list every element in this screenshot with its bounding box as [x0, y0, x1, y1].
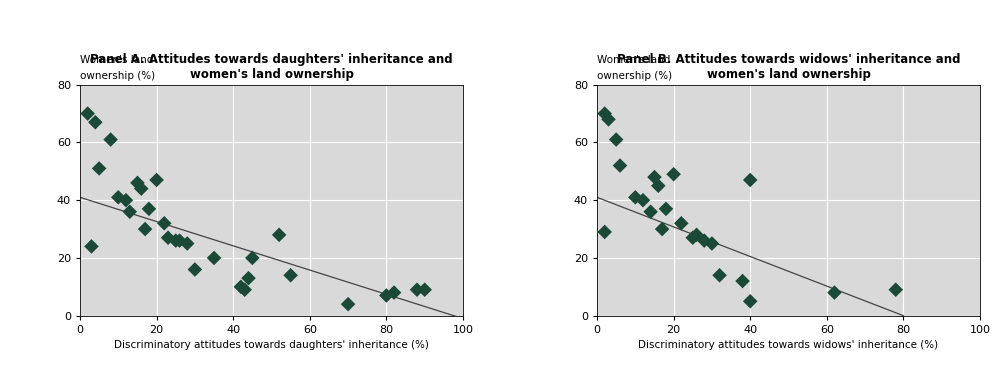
Point: [658, 206, 674, 212]
Point: [409, 286, 425, 293]
Point: [110, 194, 126, 200]
Point: [91, 165, 107, 171]
Point: [129, 180, 145, 186]
Point: [696, 238, 712, 244]
X-axis label: Discriminatory attitudes towards widows' inheritance (%): Discriminatory attitudes towards widows'…: [638, 340, 939, 350]
Point: [826, 290, 842, 296]
Point: [237, 286, 253, 293]
Point: [244, 255, 260, 261]
Point: [685, 235, 701, 241]
Point: [742, 298, 758, 305]
Point: [168, 238, 184, 244]
Point: [627, 194, 643, 200]
Text: Women's land: Women's land: [597, 55, 670, 65]
Text: ownership (%): ownership (%): [80, 71, 155, 81]
Point: [206, 255, 222, 261]
Point: [635, 197, 651, 203]
Point: [646, 174, 662, 180]
Point: [283, 272, 299, 278]
Title: Panel B. Attitudes towards widows' inheritance and
women's land ownership: Panel B. Attitudes towards widows' inher…: [617, 53, 960, 81]
Point: [271, 232, 287, 238]
Point: [666, 171, 682, 177]
Point: [597, 110, 613, 117]
Point: [137, 226, 153, 232]
Point: [160, 235, 176, 241]
Text: ownership (%): ownership (%): [597, 71, 672, 81]
Point: [103, 136, 119, 142]
Point: [654, 226, 670, 232]
Point: [643, 209, 659, 215]
X-axis label: Discriminatory attitudes towards daughters' inheritance (%): Discriminatory attitudes towards daughte…: [114, 340, 429, 350]
Point: [608, 136, 624, 142]
Point: [187, 266, 203, 273]
Point: [601, 116, 617, 122]
Point: [689, 232, 705, 238]
Point: [122, 209, 138, 215]
Point: [172, 238, 188, 244]
Point: [149, 177, 165, 183]
Point: [597, 229, 613, 235]
Point: [735, 278, 751, 284]
Point: [241, 275, 257, 281]
Point: [141, 206, 157, 212]
Text: Women's land: Women's land: [80, 55, 153, 65]
Point: [156, 220, 172, 226]
Point: [386, 290, 402, 296]
Point: [118, 197, 134, 203]
Point: [888, 286, 904, 293]
Point: [704, 240, 720, 246]
Point: [233, 284, 249, 290]
Point: [87, 119, 103, 125]
Point: [83, 243, 99, 249]
Point: [673, 220, 689, 226]
Title: Panel A. Attitudes towards daughters' inheritance and
women's land ownership: Panel A. Attitudes towards daughters' in…: [90, 53, 453, 81]
Point: [742, 177, 758, 183]
Point: [133, 186, 149, 192]
Point: [80, 110, 96, 117]
Point: [179, 240, 195, 246]
Point: [612, 162, 628, 169]
Point: [712, 272, 728, 278]
Point: [650, 182, 666, 189]
Point: [340, 301, 356, 307]
Point: [378, 293, 394, 299]
Point: [417, 286, 433, 293]
